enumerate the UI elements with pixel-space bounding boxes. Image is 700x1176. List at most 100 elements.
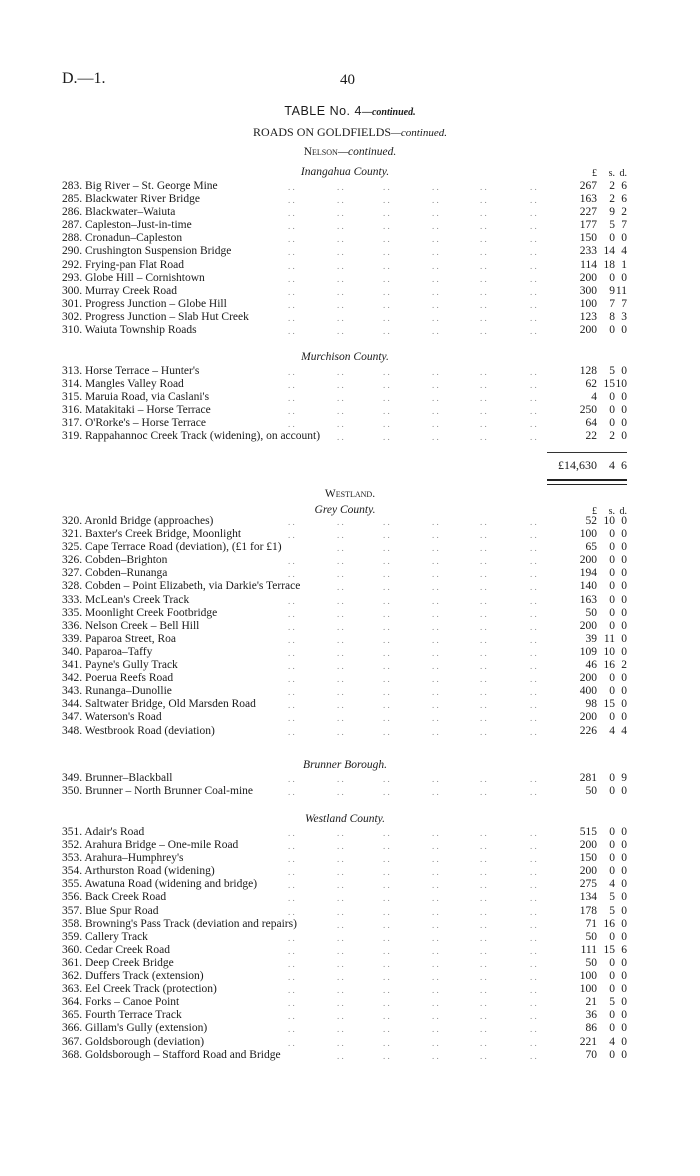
table-row: . . . . . . . . . . . . 301. Progress Junction… bbox=[0, 298, 700, 311]
amount-pence: 0 bbox=[621, 528, 627, 541]
leader-dots: . . bbox=[530, 713, 537, 724]
leader-dots: . . bbox=[383, 774, 390, 784]
leader-dots: . . bbox=[530, 182, 537, 192]
leader-dots: . . bbox=[383, 234, 390, 245]
item-description: Cape Terrace Road (deviation), (£1 for £… bbox=[85, 541, 282, 554]
leader-dots: . . bbox=[432, 221, 439, 232]
leader-dots: . . bbox=[383, 647, 390, 658]
table-row: . . . . . . . . . . . . 293. Globe Hill – Corn… bbox=[0, 272, 700, 285]
road-name: 325. Cape Terrace Road (deviation), (£1 … bbox=[62, 541, 282, 554]
table-row: . . . . . . . . . . . . 359. Callery Track 50 0 0 bbox=[0, 931, 700, 944]
leader-dots: . . bbox=[337, 595, 344, 606]
leader-dots: . . bbox=[480, 1037, 487, 1048]
leader-dots: . . bbox=[383, 406, 390, 417]
road-name: 340. Paparoa–Taffy bbox=[62, 646, 152, 659]
amount-pounds: 200 bbox=[579, 554, 597, 567]
item-description: Progress Junction – Globe Hill bbox=[85, 297, 227, 310]
item-description: Arthurston Road (widening) bbox=[84, 865, 215, 878]
amount-pence: 0 bbox=[621, 917, 627, 930]
leader-dots: . . bbox=[480, 945, 487, 956]
leader-dots: . . bbox=[288, 406, 295, 417]
leader-dots: . . bbox=[383, 273, 390, 284]
amount-pence: 0 bbox=[621, 271, 627, 284]
item-number: 328. bbox=[62, 580, 83, 593]
amount-pounds: 140 bbox=[579, 580, 597, 593]
leader-dots: . . bbox=[288, 621, 295, 632]
item-number: 364. bbox=[62, 996, 83, 1009]
item-number: 348. bbox=[62, 724, 83, 737]
leader-dots: . . bbox=[530, 393, 537, 404]
leader-dots: . . bbox=[530, 543, 537, 554]
leader-dots: . . bbox=[432, 234, 439, 245]
leader-dots: . . bbox=[288, 1011, 295, 1022]
leader-dots: . . bbox=[530, 556, 537, 567]
amount-shillings: 0 bbox=[609, 593, 615, 606]
amount-pence: 0 bbox=[621, 515, 627, 527]
table-row: . . . . . . . . . . . . 317. O'Rorke's – Horse… bbox=[0, 417, 700, 430]
amount-shillings: 0 bbox=[609, 1022, 615, 1035]
table-row: . . . . . . . . . . . . 336. Nelson Creek – Be… bbox=[0, 620, 700, 633]
leader-dots: . . bbox=[383, 380, 390, 391]
table-row: . . . . . . . . . . . . 341. Payne's Gully Tra… bbox=[0, 659, 700, 672]
leader-dots: . . bbox=[337, 556, 344, 567]
leader-dots: . . bbox=[337, 569, 344, 580]
county-heading: Inangahua County. bbox=[300, 166, 390, 178]
amount-pounds: 163 bbox=[579, 593, 597, 606]
leader-dots: . . bbox=[383, 247, 390, 258]
leader-dots: . . bbox=[530, 326, 537, 337]
item-description: O'Rorke's – Horse Terrace bbox=[85, 417, 206, 430]
road-name: 302. Progress Junction – Slab Hut Creek bbox=[62, 311, 249, 324]
leader-dots: . . bbox=[288, 393, 295, 404]
amount-shillings: 0 bbox=[609, 711, 615, 724]
leader-dots: . . bbox=[383, 726, 390, 737]
leader-dots: . . bbox=[530, 972, 537, 983]
leader-dots: . . bbox=[383, 621, 390, 632]
pence-header: d. bbox=[619, 506, 628, 517]
table-row: . . . . . . . . . . . . 342. Poerua Reefs Road… bbox=[0, 672, 700, 685]
table-rows: . . . . . . . . . . . . 349. Brunner–Blackball… bbox=[0, 772, 700, 798]
leader-dots: . . bbox=[383, 1050, 390, 1061]
amount-pence: 0 bbox=[621, 956, 627, 969]
amount-shillings: 4 bbox=[609, 724, 615, 737]
leader-dots: . . bbox=[432, 647, 439, 658]
table-row: . . . . . . . . . . . . 283. Big River – St. G… bbox=[0, 180, 700, 193]
item-number: 354. bbox=[62, 865, 83, 878]
pounds-header: £ bbox=[592, 506, 597, 517]
region-suffix: —continued. bbox=[337, 146, 397, 158]
item-description: Horse Terrace – Hunter's bbox=[85, 365, 200, 377]
leader-dots: . . bbox=[432, 919, 439, 930]
leader-dots: . . bbox=[432, 419, 439, 430]
leader-dots: . . bbox=[432, 985, 439, 996]
leader-dots: . . bbox=[288, 312, 295, 323]
amount-pence: 0 bbox=[621, 785, 627, 798]
road-name: 316. Matakitaki – Horse Terrace bbox=[62, 404, 211, 417]
table-row: . . . . . . . . . . . . 347. Waterson's Road 20… bbox=[0, 711, 700, 724]
leader-dots: . . bbox=[480, 880, 487, 891]
leader-dots: . . bbox=[480, 985, 487, 996]
leader-dots: . . bbox=[288, 932, 295, 943]
leader-dots: . . bbox=[288, 569, 295, 580]
amount-pounds: 114 bbox=[580, 258, 597, 271]
leader-dots: . . bbox=[480, 828, 487, 838]
item-description: Duffers Track (extension) bbox=[85, 970, 204, 983]
road-name: 292. Frying-pan Flat Road bbox=[62, 259, 184, 272]
road-name: 353. Arahura–Humphrey's bbox=[62, 852, 184, 865]
leader-dots: . . bbox=[530, 828, 537, 838]
amount-shillings: 2 bbox=[609, 430, 615, 443]
item-description: Frying-pan Flat Road bbox=[85, 258, 185, 271]
table-row: . . . . . . . . . . 368. Goldsborough – Staff… bbox=[0, 1049, 700, 1062]
amount-pounds: 100 bbox=[579, 528, 597, 541]
leader-dots: . . bbox=[337, 1011, 344, 1022]
leader-dots: . . bbox=[432, 1011, 439, 1022]
amount-pence: 11 bbox=[615, 284, 627, 297]
leader-dots: . . bbox=[383, 787, 390, 798]
leader-dots: . . bbox=[480, 582, 487, 593]
subtitle-main: ROADS ON GOLDFIELDS bbox=[253, 125, 392, 139]
road-name: 342. Poerua Reefs Road bbox=[62, 672, 173, 685]
amount-pounds: 300 bbox=[579, 284, 597, 297]
table-row: . . . . . . . . . . . . 366. Gillam's Gully (e… bbox=[0, 1022, 700, 1035]
item-description: Deep Creek Bridge bbox=[85, 956, 174, 969]
leader-dots: . . bbox=[288, 367, 295, 377]
leader-dots: . . bbox=[337, 880, 344, 891]
leader-dots: . . bbox=[288, 985, 295, 996]
